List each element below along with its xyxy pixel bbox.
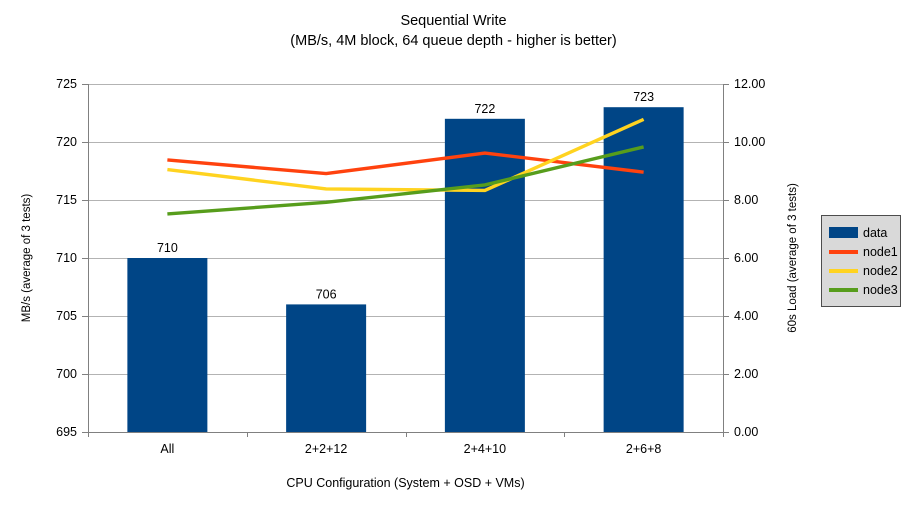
- bar-2+6+8: [603, 107, 684, 432]
- left-tick-label: 715: [56, 193, 77, 207]
- legend-item-node1: node1: [829, 242, 898, 261]
- bar-value-label: 723: [633, 90, 654, 104]
- right-tick-label: 10.00: [734, 135, 765, 149]
- right-tick-label: 0.00: [734, 425, 758, 439]
- left-tick-label: 725: [56, 77, 77, 91]
- legend-swatch-node2: [829, 268, 858, 273]
- left-tick-label: 710: [56, 251, 77, 265]
- right-tick-label: 4.00: [734, 309, 758, 323]
- legend-label: node3: [863, 282, 898, 297]
- legend-label: node1: [863, 244, 898, 259]
- legend-label: node2: [863, 263, 898, 278]
- x-category-label: All: [160, 442, 174, 456]
- x-axis-title: CPU Configuration (System + OSD + VMs): [286, 476, 525, 490]
- legend-swatch-data: [829, 227, 858, 238]
- line-node1: [167, 151, 644, 176]
- bar-2+2+12: [286, 304, 367, 432]
- right-tick-label: 6.00: [734, 251, 758, 265]
- legend-swatch-node1: [829, 249, 858, 254]
- right-tick-label: 8.00: [734, 193, 758, 207]
- bar-value-label: 706: [316, 287, 337, 301]
- x-category-label: 2+6+8: [626, 442, 662, 456]
- legend-item-node2: node2: [829, 261, 898, 280]
- left-tick-label: 720: [56, 135, 77, 149]
- bar-value-label: 710: [157, 241, 178, 255]
- right-tick-label: 2.00: [734, 367, 758, 381]
- line-node2: [167, 117, 645, 193]
- chart-subtitle: (MB/s, 4M block, 64 queue depth - higher…: [290, 33, 617, 49]
- left-axis-title: MB/s (average of 3 tests): [21, 193, 33, 323]
- bar-2+4+10: [444, 118, 525, 433]
- x-category-label: 2+2+12: [305, 442, 347, 456]
- left-tick-label: 695: [56, 425, 77, 439]
- bar-value-label: 722: [474, 102, 495, 116]
- legend-item-data: data: [829, 223, 894, 242]
- legend-item-node3: node3: [829, 280, 898, 299]
- left-tick-label: 705: [56, 309, 77, 323]
- legend-swatch-node3: [829, 287, 858, 292]
- left-tick-label: 700: [56, 367, 77, 381]
- bar-All: [127, 258, 208, 432]
- legend: data node1 node2 node3: [821, 215, 901, 307]
- line-node3: [167, 145, 645, 216]
- x-category-label: 2+4+10: [464, 442, 506, 456]
- right-axis-title: 60s Load (average of 3 tests): [787, 183, 799, 333]
- right-tick-label: 12.00: [734, 77, 765, 91]
- legend-label: data: [863, 225, 888, 240]
- chart-title: Sequential Write: [400, 13, 507, 29]
